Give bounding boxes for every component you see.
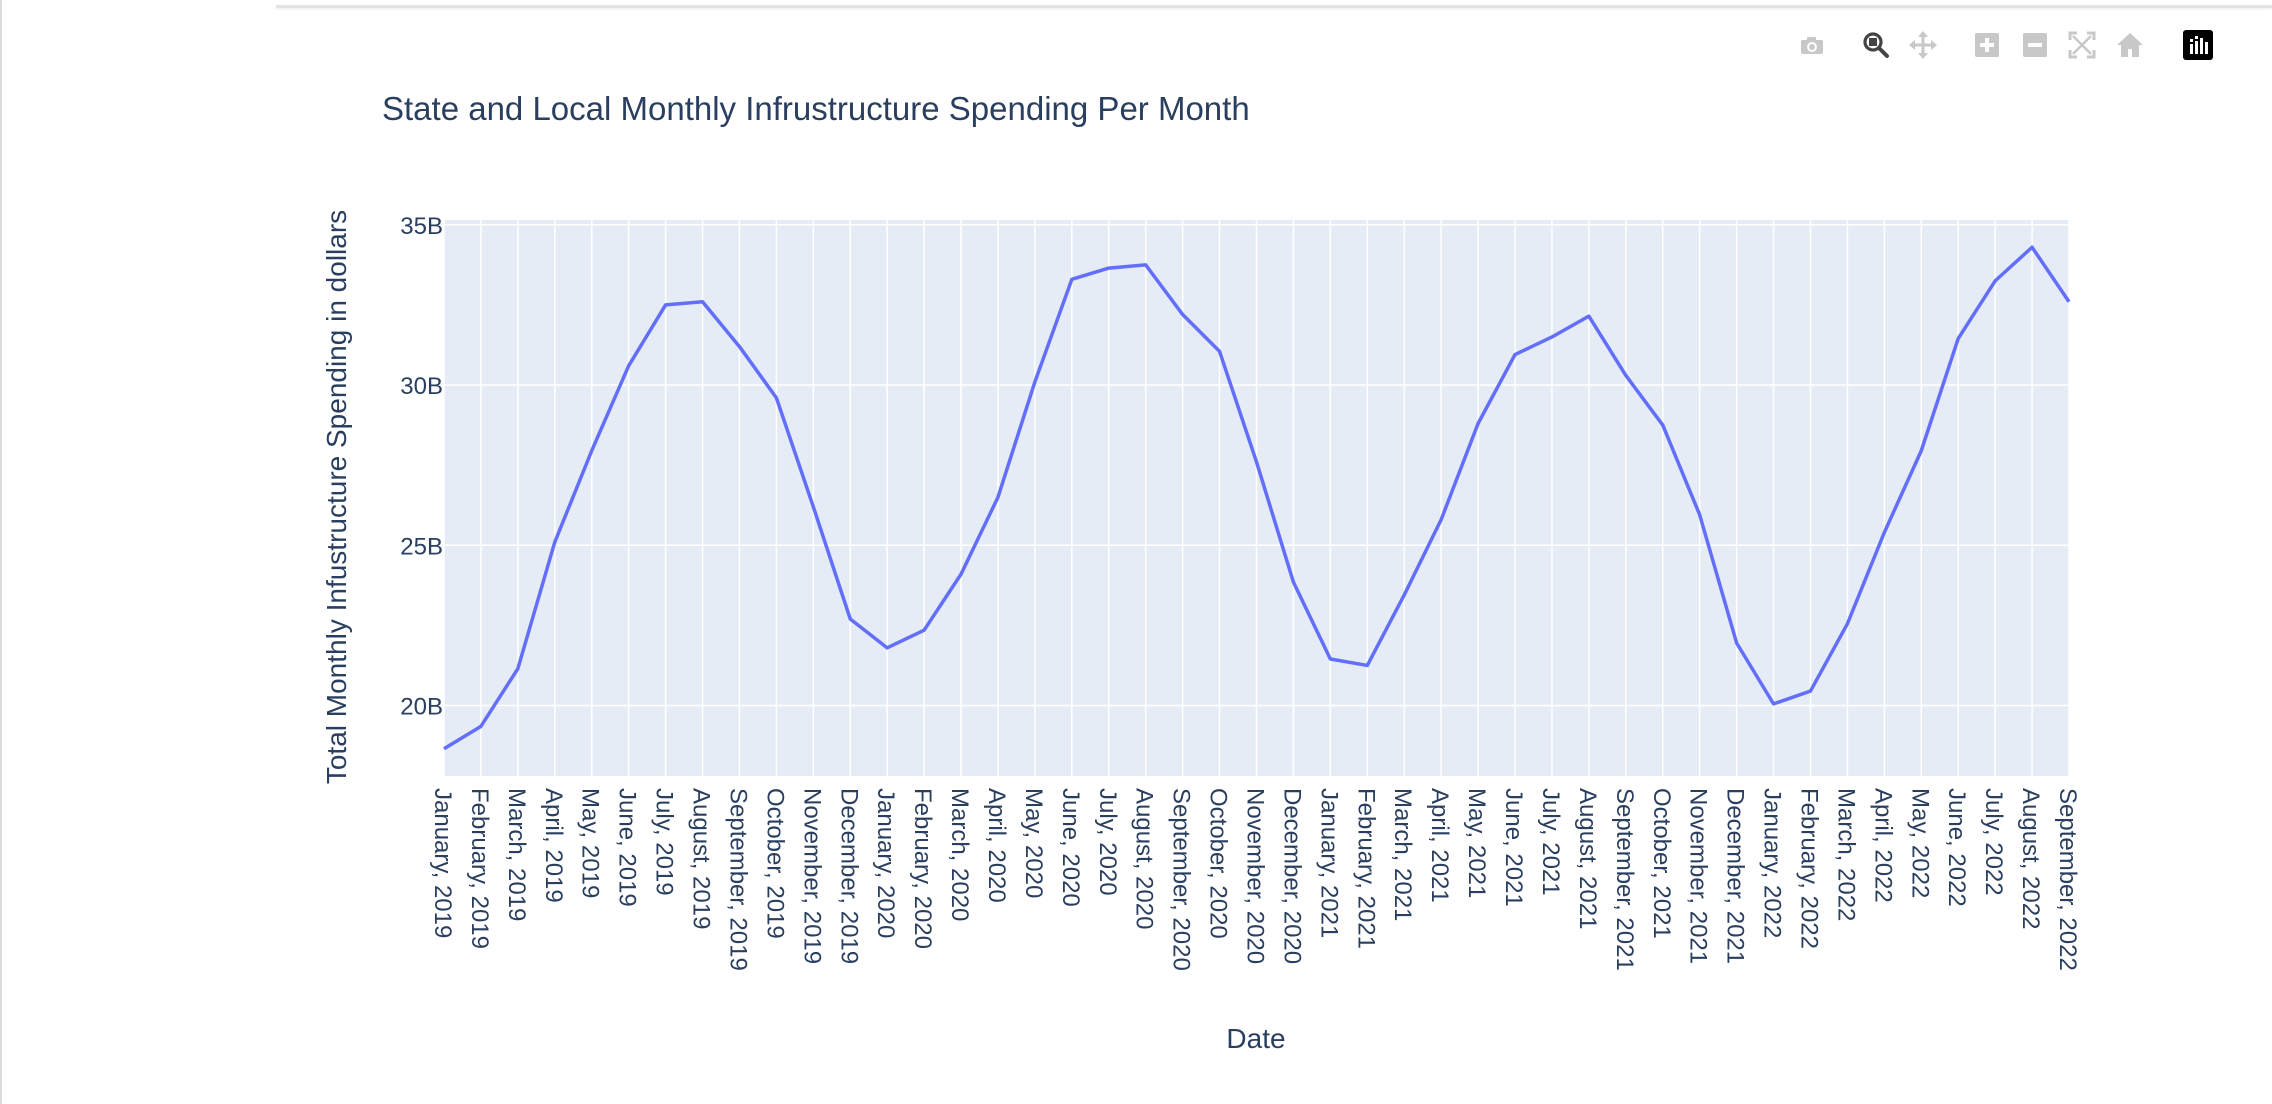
zoom-out-icon (2023, 33, 2047, 57)
x-tick-label: September, 2021 (1611, 788, 1638, 971)
camera-icon (1801, 37, 1823, 54)
x-tick-label: September, 2019 (724, 788, 751, 971)
home-icon (2117, 33, 2143, 57)
camera-button[interactable] (1795, 28, 1829, 62)
x-tick-label: June, 2020 (1057, 788, 1084, 907)
x-axis-ticks: January, 2019 February, 2019 March, 2019 Ap… (429, 788, 2081, 971)
zoom-in-button[interactable] (1970, 28, 2004, 62)
frame-left-border (0, 0, 2, 1104)
zoom-out-button[interactable] (2018, 28, 2052, 62)
x-tick-label: June, 2021 (1500, 788, 1527, 907)
y-axis-ticks: 20B 25B 30B 35B (400, 213, 443, 721)
pan-icon (1909, 31, 1937, 59)
x-tick-label: December, 2019 (835, 788, 862, 964)
series-layer (443, 245, 2071, 751)
pan-button[interactable] (1906, 28, 1940, 62)
x-tick-label: July, 2019 (651, 788, 678, 896)
x-tick-label: May, 2020 (1020, 788, 1047, 898)
autoscale-button[interactable] (2065, 28, 2099, 62)
x-tick-label: August, 2019 (688, 788, 715, 929)
x-tick-label: April, 2019 (540, 788, 567, 903)
x-tick-label: August, 2021 (1574, 788, 1601, 929)
x-tick-label: May, 2022 (1906, 788, 1933, 898)
x-tick-label: July, 2020 (1094, 788, 1121, 896)
x-tick-label: April, 2020 (983, 788, 1010, 903)
x-tick-label: September, 2020 (1168, 788, 1195, 971)
y-tick-label: 20B (400, 693, 443, 720)
x-tick-label: June, 2019 (614, 788, 641, 907)
x-tick-label: January, 2019 (429, 788, 456, 938)
series-line[interactable] (443, 245, 2071, 751)
x-tick-label: March, 2022 (1832, 788, 1859, 921)
gridlines (443, 220, 2070, 776)
x-tick-label: March, 2019 (503, 788, 530, 921)
x-tick-label: February, 2020 (909, 788, 936, 949)
y-tick-label: 30B (400, 373, 443, 400)
plotly-logo-icon (2183, 30, 2213, 60)
x-tick-label: January, 2021 (1315, 788, 1342, 938)
x-tick-label: February, 2022 (1795, 788, 1822, 949)
x-tick-label: October, 2021 (1648, 788, 1675, 939)
y-axis-title: Total Monthly Infustructure Spending in … (321, 210, 352, 784)
x-tick-label: November, 2021 (1685, 788, 1712, 964)
x-tick-label: November, 2020 (1242, 788, 1269, 964)
x-tick-label: May, 2019 (577, 788, 604, 898)
x-tick-label: June, 2022 (1943, 788, 1970, 907)
reset-axes-button[interactable] (2113, 28, 2147, 62)
x-tick-label: October, 2019 (761, 788, 788, 939)
x-tick-label: October, 2020 (1205, 788, 1232, 939)
x-tick-label: December, 2021 (1722, 788, 1749, 964)
x-tick-label: July, 2022 (1980, 788, 2007, 896)
x-tick-label: August, 2022 (2017, 788, 2044, 929)
x-tick-label: August, 2020 (1131, 788, 1158, 929)
x-tick-label: April, 2021 (1426, 788, 1453, 903)
zoom-button[interactable] (1859, 28, 1893, 62)
y-tick-label: 35B (400, 213, 443, 240)
zoom-icon (1863, 32, 1889, 58)
autoscale-icon (2068, 31, 2096, 59)
x-axis-title: Date (1226, 1023, 1285, 1054)
x-tick-label: April, 2022 (1869, 788, 1896, 903)
plotly-logo-button[interactable] (2181, 28, 2215, 62)
y-tick-label: 25B (400, 533, 443, 560)
chart-title: State and Local Monthly Infrustructure S… (382, 90, 1250, 127)
x-tick-label: May, 2021 (1463, 788, 1490, 898)
x-tick-label: November, 2019 (798, 788, 825, 964)
frame-top-border (276, 5, 2272, 8)
x-tick-label: January, 2020 (872, 788, 899, 938)
x-tick-label: July, 2021 (1537, 788, 1564, 896)
x-tick-label: December, 2020 (1278, 788, 1305, 964)
zoom-in-icon (1975, 33, 1999, 57)
x-tick-label: February, 2021 (1352, 788, 1379, 949)
x-tick-label: March, 2021 (1389, 788, 1416, 921)
plot-modebar (1795, 28, 2215, 62)
x-tick-label: January, 2022 (1759, 788, 1786, 938)
x-tick-label: February, 2019 (466, 788, 493, 949)
x-tick-label: March, 2020 (946, 788, 973, 921)
x-tick-label: September, 2022 (2054, 788, 2081, 971)
